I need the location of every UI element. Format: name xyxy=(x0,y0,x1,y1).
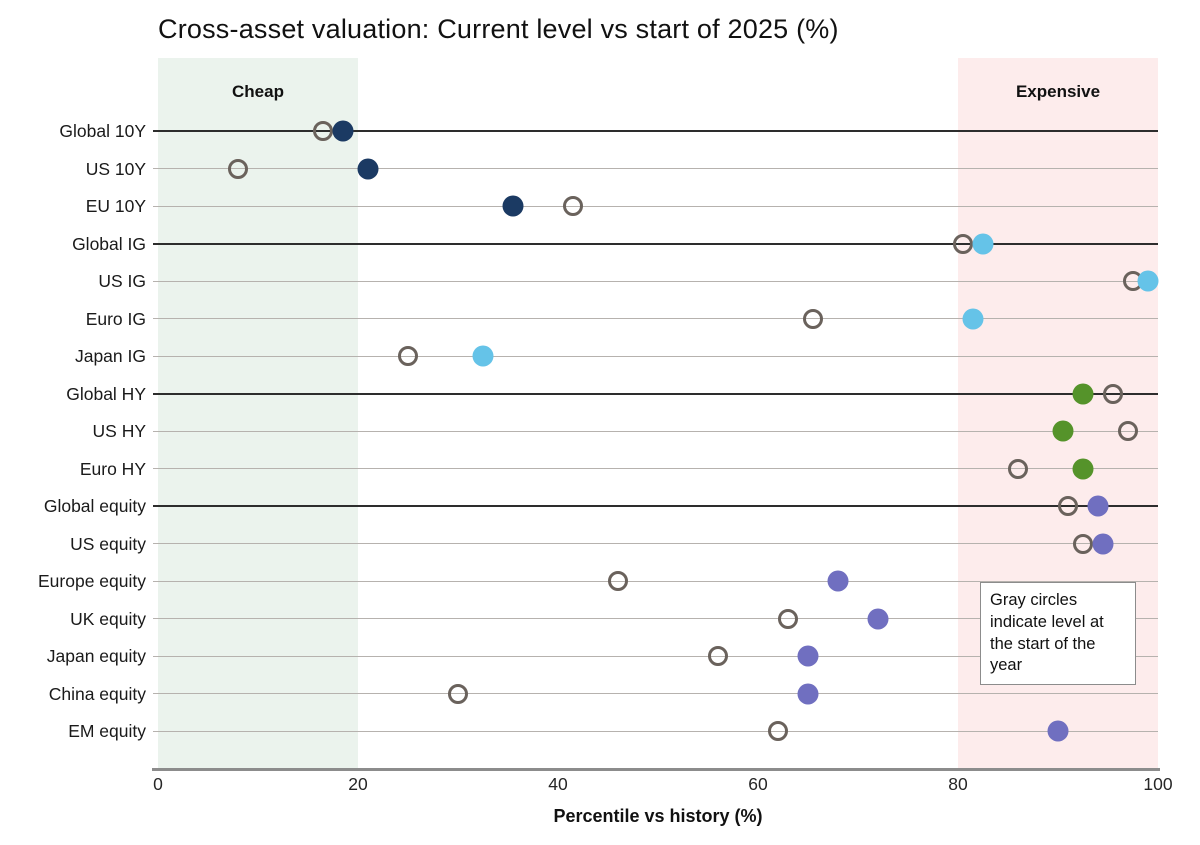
current-level-marker xyxy=(1052,420,1074,442)
row-label: UK equity xyxy=(70,608,146,629)
row-label: Europe equity xyxy=(38,571,146,591)
x-axis-line xyxy=(152,768,1160,771)
row-gridline xyxy=(153,392,1158,395)
row-label: Global equity xyxy=(43,496,146,516)
current-level-marker xyxy=(1072,383,1094,404)
current-level-marker xyxy=(502,195,524,217)
row-label: US 10Y xyxy=(85,158,146,179)
row-label: Japan equity xyxy=(46,646,146,666)
start-of-year-marker xyxy=(1073,533,1093,554)
start-of-year-marker xyxy=(708,646,728,666)
current-level-marker xyxy=(1087,495,1109,517)
row-gridline xyxy=(153,242,1158,245)
row-gridline xyxy=(153,280,1158,282)
row-label: Global HY xyxy=(66,383,146,404)
current-level-marker xyxy=(827,570,849,592)
start-of-year-marker xyxy=(398,346,418,366)
x-tick-label: 60 xyxy=(748,774,768,794)
band-cheap xyxy=(158,58,358,770)
chart-title: Cross-asset valuation: Current level vs … xyxy=(158,14,839,44)
row-gridline xyxy=(153,655,1158,657)
row-gridline xyxy=(153,505,1158,507)
current-level-marker xyxy=(332,120,354,142)
x-tick-label: 20 xyxy=(348,774,368,794)
x-axis-title: Percentile vs history (%) xyxy=(553,806,763,826)
current-level-marker xyxy=(962,308,984,329)
start-of-year-marker xyxy=(313,121,333,141)
start-of-year-marker xyxy=(1058,496,1078,516)
start-of-year-marker xyxy=(1118,421,1138,441)
current-level-marker xyxy=(357,158,379,179)
x-tick-label: 40 xyxy=(548,774,568,794)
row-label: US equity xyxy=(70,533,146,554)
band-label-expensive: Expensive xyxy=(1015,82,1101,101)
row-label: EU 10Y xyxy=(85,196,146,216)
start-of-year-marker xyxy=(563,196,583,216)
legend-note-box: Gray circles indicate level at the start… xyxy=(980,582,1136,686)
current-level-marker xyxy=(472,345,494,367)
current-level-marker xyxy=(972,233,994,254)
row-label: Japan IG xyxy=(74,346,146,366)
start-of-year-marker xyxy=(1103,383,1123,404)
row-gridline xyxy=(153,580,1158,582)
row-gridline xyxy=(153,430,1158,432)
current-level-marker xyxy=(1092,533,1114,554)
current-level-marker xyxy=(797,683,819,704)
start-of-year-marker xyxy=(228,158,248,179)
x-tick-label: 80 xyxy=(948,774,968,794)
row-label: Global 10Y xyxy=(59,121,146,141)
current-level-marker xyxy=(1047,720,1069,742)
row-gridline xyxy=(153,168,1158,169)
row-label: US HY xyxy=(92,421,146,441)
row-gridline xyxy=(153,130,1158,132)
row-label: China equity xyxy=(48,683,146,704)
row-label: US IG xyxy=(98,271,146,291)
x-tick-label: 0 xyxy=(153,774,163,794)
current-level-marker xyxy=(867,608,889,629)
band-label-cheap: Cheap xyxy=(232,82,284,101)
start-of-year-marker xyxy=(608,571,628,591)
row-label: EM equity xyxy=(68,721,146,741)
start-of-year-marker xyxy=(803,308,823,329)
current-level-marker xyxy=(1072,458,1094,479)
row-label: Euro IG xyxy=(85,308,146,329)
row-gridline xyxy=(153,318,1158,319)
start-of-year-marker xyxy=(953,233,973,254)
start-of-year-marker xyxy=(1008,458,1028,479)
row-gridline xyxy=(153,205,1158,207)
current-level-marker xyxy=(1137,270,1159,292)
row-gridline xyxy=(153,543,1158,544)
row-label: Global IG xyxy=(72,233,146,254)
start-of-year-marker xyxy=(448,683,468,704)
row-gridline xyxy=(153,618,1158,619)
current-level-marker xyxy=(797,645,819,667)
row-gridline xyxy=(153,468,1158,469)
plot-area: Cheap Expensive 0 20 40 60 80 100 Gray circles i… xyxy=(152,58,1173,794)
x-tick-label: 100 xyxy=(1143,774,1173,794)
start-of-year-marker xyxy=(778,608,798,629)
row-gridline xyxy=(153,355,1158,357)
row-gridline xyxy=(153,730,1158,732)
start-of-year-marker xyxy=(768,721,788,741)
row-label: Euro HY xyxy=(79,458,146,479)
row-gridline xyxy=(153,693,1158,694)
